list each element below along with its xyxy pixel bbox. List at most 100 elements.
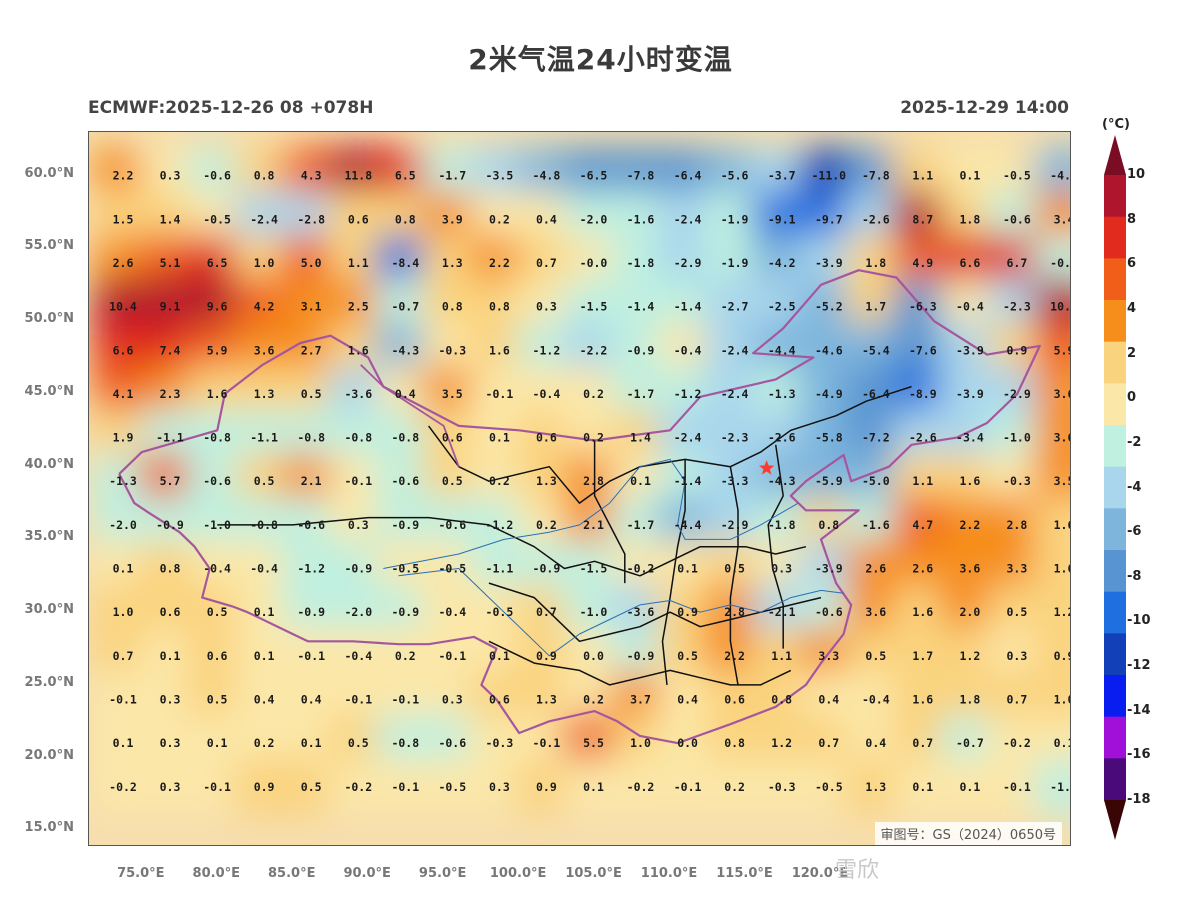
grid-value: 2.8	[583, 474, 604, 488]
colorbar-segment	[1104, 550, 1126, 593]
grid-value: -1.3	[109, 474, 137, 488]
country-border	[118, 269, 1041, 745]
grid-value: 0.1	[677, 562, 698, 576]
grid-value: 3.6	[960, 562, 981, 576]
longitude-label: 85.0°E	[268, 866, 316, 881]
colorbar-tick-label: -12	[1127, 658, 1151, 674]
grid-value: 3.1	[301, 300, 322, 314]
grid-value: -7.2	[862, 431, 890, 445]
grid-value: 0.7	[818, 736, 839, 750]
province-border	[488, 582, 822, 643]
grid-value: 1.3	[536, 474, 557, 488]
grid-value: 1.6	[489, 343, 510, 357]
grid-value: 0.2	[395, 649, 416, 663]
colorbar-segment	[1104, 341, 1126, 384]
grid-value: -3.9	[956, 343, 984, 357]
colorbar-segment	[1104, 675, 1126, 718]
grid-value: 4.3	[301, 169, 322, 183]
grid-value: -3.6	[344, 387, 372, 401]
grid-value: 1.2	[771, 736, 792, 750]
grid-value: -1.1	[250, 431, 278, 445]
colorbar-tick-label: -18	[1127, 792, 1151, 807]
grid-value: -4.7	[1050, 169, 1070, 183]
grid-value: -3.3	[721, 474, 749, 488]
colorbar-segment	[1104, 383, 1126, 426]
grid-value: 0.1	[254, 605, 275, 619]
grid-value: 2.1	[301, 474, 322, 488]
grid-value: -0.3	[438, 343, 466, 357]
longitude-label: 95.0°E	[418, 866, 467, 881]
grid-value: 0.1	[489, 431, 510, 445]
grid-value: 2.8	[1007, 518, 1028, 532]
grid-value: 0.7	[536, 256, 557, 270]
province-borders	[118, 269, 1041, 745]
grid-value: 1.0	[113, 605, 134, 619]
latitude-label: 55.0°N	[24, 238, 74, 254]
grid-value: 3.6	[865, 605, 886, 619]
grid-value: -0.4	[956, 300, 984, 314]
colorbar-unit: (°C)	[1102, 117, 1130, 132]
grid-value: -1.4	[674, 300, 702, 314]
grid-value: 0.5	[301, 780, 322, 794]
grid-value: -1.8	[768, 518, 796, 532]
grid-value: 3.4	[1054, 212, 1070, 226]
grid-value: -0.1	[391, 780, 419, 794]
grid-value: 0.5	[301, 387, 322, 401]
colorbar-segment	[1104, 216, 1126, 259]
grid-value: 0.3	[489, 780, 510, 794]
colorbar	[1104, 135, 1126, 840]
grid-value: 2.7	[301, 343, 322, 357]
grid-value: 0.6	[207, 649, 228, 663]
valid-time-label: 2025-12-29 14:00	[900, 98, 1069, 118]
grid-value: -0.4	[438, 605, 466, 619]
grid-value: -4.8	[533, 169, 561, 183]
grid-value: -0.9	[533, 562, 561, 576]
grid-value: -1.9	[721, 212, 749, 226]
grid-value: 2.8	[724, 605, 745, 619]
model-run-label: ECMWF:2025-12-26 08 +078H	[88, 98, 374, 118]
grid-value: -5.2	[815, 300, 843, 314]
grid-value: -0.8	[297, 431, 325, 445]
grid-value: 0.2	[724, 780, 745, 794]
colorbar-tick-label: -16	[1127, 747, 1151, 763]
latitude-label: 50.0°N	[24, 311, 74, 327]
grid-value: -2.0	[580, 212, 608, 226]
colorbar-segment	[1104, 258, 1126, 301]
grid-value: -2.4	[250, 212, 278, 226]
beijing-star-marker	[759, 460, 775, 475]
grid-value: 3.6	[254, 343, 275, 357]
grid-value: -0.6	[203, 169, 231, 183]
grid-value: -0.5	[203, 212, 231, 226]
grid-value: -0.1	[297, 649, 325, 663]
grid-value: -2.4	[674, 212, 702, 226]
grid-value: -2.4	[674, 431, 702, 445]
grid-value: -2.6	[909, 431, 937, 445]
grid-value: 1.3	[442, 256, 463, 270]
grid-value: 6.6	[960, 256, 981, 270]
grid-value: -1.4	[674, 474, 702, 488]
grid-value: 0.8	[395, 212, 416, 226]
latitude-label: 30.0°N	[24, 602, 74, 618]
grid-value: -1.3	[768, 387, 796, 401]
grid-value: 1.8	[960, 693, 981, 707]
grid-value: -6.4	[674, 169, 702, 183]
temperature-change-map[interactable]: 2.2 0.3 -0.6 0.8 4.3 11.8 6.5 -1.7 -3.5 -4.8 -6.5 -…	[88, 131, 1071, 846]
colorbar-segment	[1104, 758, 1126, 801]
grid-value: -2.6	[768, 431, 796, 445]
grid-value: -1.2	[674, 387, 702, 401]
grid-value: 0.3	[160, 693, 181, 707]
grid-value: 1.3	[865, 780, 886, 794]
grid-value: -2.9	[674, 256, 702, 270]
grid-value: -2.0	[109, 518, 137, 532]
grid-value: 0.3	[1007, 649, 1028, 663]
grid-value: -5.0	[862, 474, 890, 488]
grid-value: -1.1	[156, 431, 184, 445]
grid-value: -0.4	[862, 693, 890, 707]
grid-value: -1.1	[486, 562, 514, 576]
grid-value: -0.6	[203, 474, 231, 488]
colorbar-segment	[1104, 300, 1126, 343]
grid-value: -0.9	[297, 605, 325, 619]
grid-value: -9.7	[815, 212, 843, 226]
grid-value: 0.2	[583, 693, 604, 707]
grid-value: 0.5	[254, 474, 275, 488]
